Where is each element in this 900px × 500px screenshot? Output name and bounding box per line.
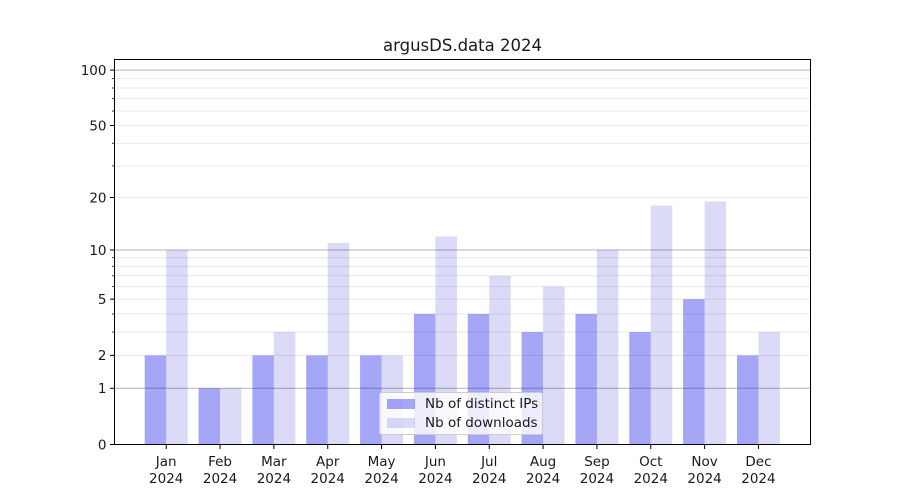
x-tick-label-year: 2024 xyxy=(526,471,560,487)
bar-nb-of-distinct-ips-jan-2024 xyxy=(144,355,167,445)
bar-nb-of-distinct-ips-dec-2024 xyxy=(736,355,759,445)
bar-nb-of-downloads-mar-2024 xyxy=(273,332,296,445)
bar-nb-of-distinct-ips-may-2024 xyxy=(360,355,382,445)
x-tick-label-year: 2024 xyxy=(257,471,291,487)
x-tick-label-month: Dec xyxy=(745,454,771,470)
legend-label-downloads: Nb of downloads xyxy=(425,414,538,431)
bar-nb-of-downloads-apr-2024 xyxy=(327,242,350,445)
y-tick-label: 2 xyxy=(98,348,107,364)
x-tick-label-year: 2024 xyxy=(634,471,668,487)
y-tick-label: 0 xyxy=(98,437,107,453)
y-tick-label: 10 xyxy=(89,243,106,259)
legend-entry-downloads: Nb of downloads xyxy=(387,415,538,431)
legend-label-distinct-ips: Nb of distinct IPs xyxy=(425,395,539,412)
plot-frame xyxy=(114,59,811,445)
x-tick-label-year: 2024 xyxy=(472,471,506,487)
bar-nb-of-downloads-nov-2024 xyxy=(704,201,727,445)
x-tick-label-year: 2024 xyxy=(741,471,775,487)
y-tick-label: 5 xyxy=(98,292,107,308)
bar-nb-of-distinct-ips-feb-2024 xyxy=(198,388,221,445)
x-tick-label-month: May xyxy=(368,454,396,470)
x-tick-label-month: Sep xyxy=(584,454,609,470)
x-tick-label-year: 2024 xyxy=(364,471,398,487)
x-tick-label-month: Feb xyxy=(208,454,232,470)
x-tick-label-month: Jan xyxy=(155,454,177,470)
y-tick-label: 1 xyxy=(98,381,107,397)
x-tick-label-month: Nov xyxy=(691,454,717,470)
chart-title: argusDS.data 2024 xyxy=(383,36,542,55)
bar-nb-of-distinct-ips-oct-2024 xyxy=(629,332,651,445)
legend: Nb of distinct IPs Nb of downloads xyxy=(379,392,543,435)
bar-nb-of-distinct-ips-sep-2024 xyxy=(575,313,597,445)
bar-nb-of-downloads-aug-2024 xyxy=(543,286,565,445)
x-tick-label-year: 2024 xyxy=(311,471,345,487)
gridlines xyxy=(114,69,811,389)
legend-swatch-downloads-icon xyxy=(387,417,415,428)
bar-nb-of-distinct-ips-nov-2024 xyxy=(683,299,705,445)
x-tick-label-year: 2024 xyxy=(418,471,452,487)
legend-entry-distinct-ips: Nb of distinct IPs xyxy=(387,396,538,412)
x-tick-label-month: Aug xyxy=(530,454,556,470)
x-tick-label-month: Oct xyxy=(639,454,662,470)
x-tick-label-year: 2024 xyxy=(149,471,183,487)
bar-nb-of-downloads-sep-2024 xyxy=(596,249,619,445)
bar-nb-of-distinct-ips-apr-2024 xyxy=(306,355,328,445)
bar-nb-of-downloads-feb-2024 xyxy=(220,388,242,445)
x-tick-label-year: 2024 xyxy=(580,471,614,487)
x-tick-label-month: Mar xyxy=(261,454,287,470)
bar-nb-of-downloads-oct-2024 xyxy=(650,205,673,445)
x-tick-label-month: Jul xyxy=(480,454,497,470)
x-tick-label-year: 2024 xyxy=(203,471,237,487)
bar-nb-of-downloads-dec-2024 xyxy=(758,332,780,445)
bar-nb-of-distinct-ips-mar-2024 xyxy=(252,355,274,445)
x-tick-label-month: Apr xyxy=(316,454,340,470)
axes: 0125102050100Jan2024Feb2024Mar2024Apr202… xyxy=(81,59,811,487)
y-tick-label: 50 xyxy=(89,118,106,134)
bar-nb-of-downloads-jan-2024 xyxy=(166,249,188,445)
x-tick-label-year: 2024 xyxy=(687,471,721,487)
y-tick-label: 20 xyxy=(89,190,106,206)
legend-swatch-distinct-ips-icon xyxy=(387,399,415,410)
y-tick-label: 100 xyxy=(81,63,107,79)
x-tick-label-month: Jun xyxy=(424,454,446,470)
